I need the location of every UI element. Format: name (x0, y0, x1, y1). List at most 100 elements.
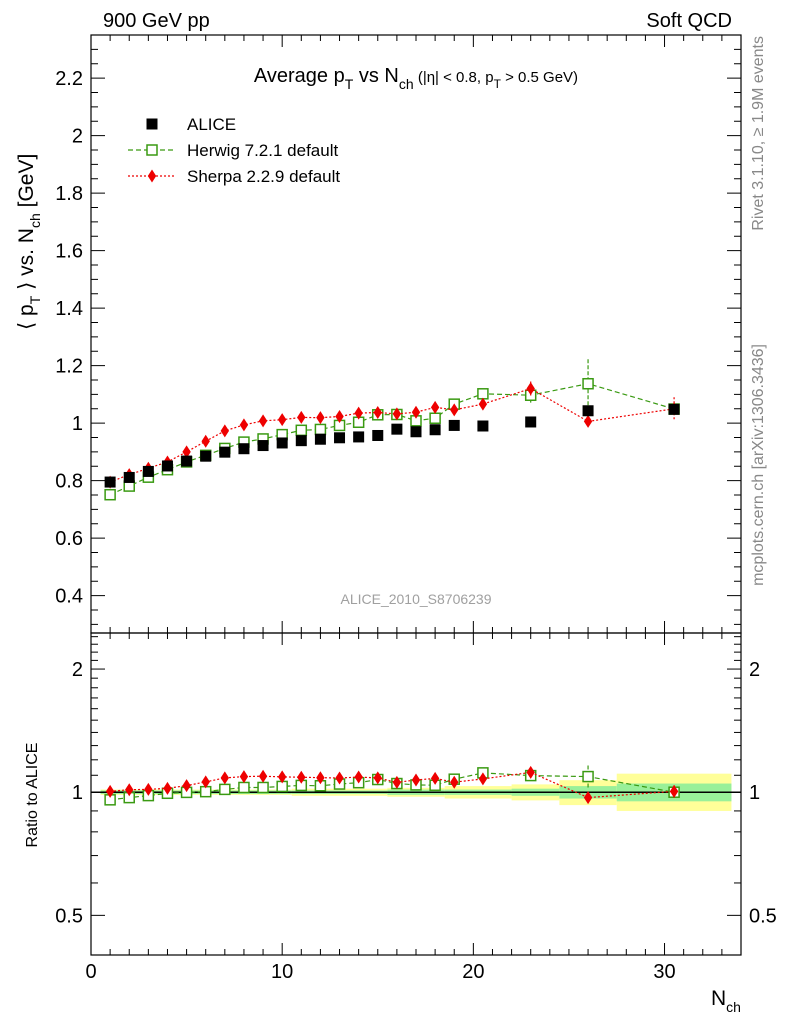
sherpa-ratio-point (144, 782, 153, 796)
xlabel-sub-a: ch (726, 999, 741, 1015)
title-part-3: (|η| < 0.8, p (414, 69, 494, 86)
alice-main-point (429, 424, 441, 436)
sherpa-ratio-line (110, 771, 675, 799)
title-sub-1: T (345, 76, 354, 92)
ylabel-sub-a: T (27, 295, 43, 304)
sherpa-main-line (109, 387, 675, 483)
ratio-y-tick-label-right: 2 (749, 659, 760, 681)
sherpa-ratio-point (125, 783, 134, 797)
xlabel-part-a: N (711, 987, 726, 1010)
sherpa-main-point (450, 403, 459, 417)
sherpa-ratio-point (220, 771, 230, 785)
sherpa-ratio-point (669, 784, 679, 798)
sherpa-main-point (258, 414, 268, 428)
sherpa-ratio-point (583, 791, 593, 805)
x-tick-label: 20 (462, 961, 484, 983)
sherpa-main-point (335, 410, 344, 424)
sherpa-ratio-point (182, 779, 191, 793)
legend-marker (146, 144, 158, 156)
herwig-main-point (582, 377, 594, 390)
main-ylabel: ⟨ pT ⟩ vs. Nch [GeV] (15, 154, 43, 330)
alice-main-point (525, 416, 537, 428)
y-tick-label: 2 (72, 126, 83, 148)
legend-entry: Herwig 7.2.1 default (128, 141, 338, 160)
herwig-main-point (429, 412, 441, 424)
sherpa-main-point (411, 405, 421, 419)
alice-main-point (181, 455, 193, 467)
y-tick-label: 0.4 (55, 586, 83, 608)
title-part-4: > 0.5 GeV) (501, 69, 578, 86)
alice-main-point (353, 431, 365, 443)
sherpa-main-point (277, 413, 287, 427)
sherpa-ratio-point (354, 770, 363, 784)
ratio-y-tick-label-left: 2 (72, 659, 83, 681)
title-part-1: Average p (254, 65, 345, 87)
sherpa-ratio-point (297, 770, 306, 784)
main-plot-layer: 0 10 20 30 0.4 0.6 0.8 1 1.2 1.4 1.6 1.8 2 2.2 (55, 34, 742, 983)
header-right: Soft QCD (646, 10, 732, 32)
sherpa-ratio-point (392, 775, 402, 789)
sherpa-ratio-point (277, 770, 287, 784)
alice-main-point (161, 460, 173, 472)
x-tick-label: 30 (653, 961, 675, 983)
sherpa-main-point (316, 411, 325, 425)
sherpa-ratio-point (335, 771, 344, 785)
ylabel-part-a: ⟨ p (15, 304, 38, 330)
alice-main-point (391, 423, 403, 435)
y-tick-label: 1 (72, 413, 83, 435)
y-tick-label: 1.8 (55, 183, 83, 205)
sherpa-main-point (478, 397, 488, 411)
legend-label: Herwig 7.2.1 default (187, 141, 338, 160)
sherpa-main-point (182, 445, 191, 459)
xlabel: Nch (711, 987, 741, 1015)
ylabel-sub-b: ch (27, 213, 43, 228)
y-tick-label: 2.2 (55, 68, 83, 90)
sherpa-main-point (392, 407, 402, 421)
alice-main-point (477, 420, 489, 432)
alice-main-point (448, 419, 460, 431)
alice-main-point (668, 403, 680, 415)
sherpa-ratio-point (201, 775, 210, 789)
herwig-ratio-point (257, 781, 269, 794)
sherpa-ratio-point (163, 781, 172, 795)
sherpa-main-point (239, 418, 249, 432)
alice-main-point (582, 405, 594, 417)
sherpa-main-point (297, 410, 306, 424)
ratio-y-tick-label-right: 1 (749, 782, 760, 804)
rivet-label: Rivet 3.1.10, ≥ 1.9M events (750, 36, 767, 231)
legend-label: Sherpa 2.2.9 default (187, 167, 340, 186)
herwig-main-point (295, 424, 308, 437)
alice-main-point (104, 476, 116, 488)
sherpa-main-point (354, 406, 363, 420)
sherpa-ratio-point (411, 773, 421, 787)
y-tick-label: 0.6 (55, 528, 83, 550)
ratio-y-tick-label-right: 0.5 (749, 905, 777, 927)
alice-main-point (314, 433, 326, 445)
title-sub-3: T (494, 77, 502, 91)
y-tick-label: 1.4 (55, 298, 83, 320)
herwig-ratio-point (582, 770, 594, 783)
alice-main-point (238, 443, 250, 455)
ratio-frame (90, 632, 742, 956)
legend-label: ALICE (187, 115, 236, 134)
sherpa-ratio-point (316, 771, 325, 785)
herwig-ratio-point (238, 781, 250, 794)
alice-main-point (372, 429, 384, 441)
ratio-y-tick-label-left: 1 (72, 782, 83, 804)
title-sub-2: ch (399, 76, 414, 92)
ratio-y-tick-label-left: 0.5 (55, 905, 83, 927)
legend-entry: Sherpa 2.2.9 default (128, 167, 340, 186)
analysis-watermark: ALICE_2010_S8706239 (340, 591, 491, 607)
sherpa-ratio-point (430, 771, 440, 785)
sherpa-ratio-point (450, 775, 459, 789)
sherpa-ratio-point (258, 769, 268, 783)
sherpa-main-point (430, 400, 440, 414)
alice-main-point (276, 437, 288, 449)
sherpa-ratio-point (105, 784, 115, 798)
sherpa-main-point (220, 424, 230, 438)
herwig-main-point (477, 388, 489, 400)
y-tick-label: 1.6 (55, 241, 83, 263)
y-tick-label: 0.8 (55, 471, 83, 493)
